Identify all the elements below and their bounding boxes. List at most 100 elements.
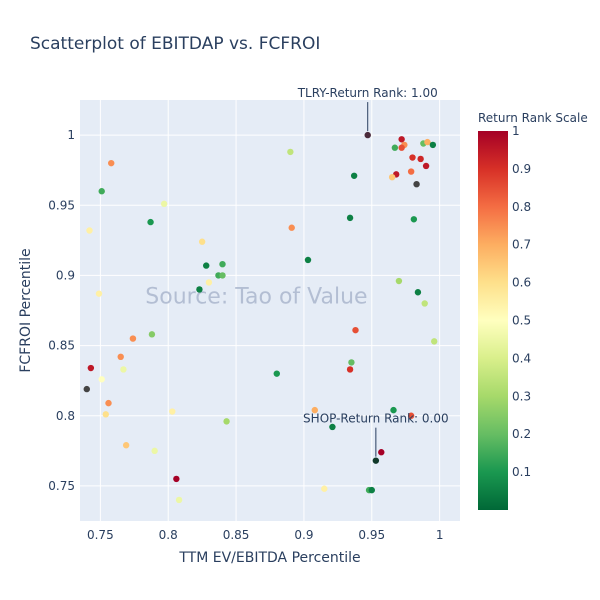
scatter-point[interactable]: [429, 141, 437, 149]
y-tick-label: 0.9: [56, 268, 75, 282]
colorbar-tick-label: 0.1: [512, 465, 531, 479]
scatter-point[interactable]: [273, 370, 280, 377]
y-tick-label: 1: [67, 128, 75, 142]
scatter-point[interactable]: [348, 359, 355, 366]
x-tick-label: 0.9: [294, 528, 313, 542]
scatter-point[interactable]: [287, 148, 294, 156]
scatter-point[interactable]: [219, 272, 226, 279]
colorbar-tick-label: 0.5: [512, 314, 531, 328]
scatter-point[interactable]: [102, 411, 109, 418]
scatter-point[interactable]: [196, 286, 203, 293]
scatter-point[interactable]: [108, 159, 115, 167]
scatter-point[interactable]: [414, 289, 422, 296]
scatter-point[interactable]: [205, 279, 213, 286]
scatter-point[interactable]: [122, 442, 130, 449]
scatter-point[interactable]: [203, 262, 210, 269]
scatter-point[interactable]: [395, 277, 403, 285]
scatter-point[interactable]: [105, 399, 112, 407]
scatter-point[interactable]: [424, 138, 431, 146]
scatter-point[interactable]: [352, 326, 359, 334]
scatter-point[interactable]: [148, 331, 156, 338]
scatter-point[interactable]: [83, 385, 90, 393]
y-tick-label: 0.8: [56, 409, 75, 423]
scatter-point[interactable]: [409, 154, 416, 161]
x-tick-label: 1: [436, 528, 444, 542]
y-tick-labels: 0.75 0.8 0.85 0.9 0.95 1: [48, 128, 75, 493]
scatter-point[interactable]: [346, 214, 354, 222]
grid-lines: [80, 100, 460, 521]
scatter-point[interactable]: [129, 335, 137, 342]
scatter-point[interactable]: [421, 300, 428, 307]
x-tick-label: 0.75: [87, 528, 114, 542]
scatter-point[interactable]: [87, 364, 95, 372]
scatter-point[interactable]: [288, 224, 295, 231]
scatter-point[interactable]: [417, 155, 424, 163]
scatter-point[interactable]: [98, 188, 105, 195]
scatter-point[interactable]: [95, 290, 103, 297]
x-tick-labels: 0.75 0.8 0.85 0.9 0.95 1: [87, 528, 443, 542]
scatter-point[interactable]: [407, 412, 415, 419]
x-axis-title: TTM EV/EBITDA Percentile: [178, 550, 360, 566]
scatter-point[interactable]: [398, 136, 405, 143]
scatter-point[interactable]: [321, 485, 328, 492]
colorbar-tick-labels: 0.1 0.2 0.3 0.4 0.5 0.6 0.7 0.8 0.9 1: [512, 124, 531, 479]
y-axis-title: FCFROI Percentile: [18, 248, 34, 372]
scatter-point[interactable]: [329, 423, 336, 431]
chart-title: Scatterplot of EBITDAP vs. FCFROI: [30, 34, 321, 54]
scatter-point[interactable]: [219, 260, 226, 268]
scatter-point[interactable]: [169, 408, 176, 415]
scatter-point[interactable]: [413, 181, 420, 188]
scatter-point[interactable]: [390, 406, 397, 414]
colorbar-tick-label: 0.7: [512, 238, 531, 252]
scatter-point[interactable]: [86, 227, 93, 234]
y-tick-label: 0.75: [48, 479, 75, 493]
scatter-point[interactable]: [175, 496, 183, 504]
colorbar-tick-label: 0.2: [512, 427, 531, 441]
scatter-point[interactable]: [304, 256, 312, 264]
scatter-point[interactable]: [378, 449, 385, 456]
scatter-point[interactable]: [346, 366, 354, 373]
scatter-point[interactable]: [398, 144, 405, 151]
annotations: TLRY-Return Rank: 1.00 SHOP-Return Rank: …: [297, 86, 449, 457]
colorbar-tick-label: 0.9: [512, 162, 531, 176]
x-tick-label: 0.85: [223, 528, 250, 542]
scatter-point[interactable]: [151, 447, 158, 455]
scatter-point[interactable]: [410, 216, 418, 223]
scatter-point[interactable]: [198, 238, 206, 245]
scatter-point[interactable]: [368, 486, 375, 494]
scatter-point[interactable]: [407, 168, 415, 175]
colorbar-tick-label: 1: [512, 124, 520, 138]
scatter-point[interactable]: [350, 172, 358, 179]
annotation-label: TLRY-Return Rank: 1.00: [297, 86, 438, 100]
scatter-point[interactable]: [431, 338, 438, 345]
x-tick-label: 0.95: [358, 528, 385, 542]
data-points: [83, 131, 438, 504]
colorbar-tick-label: 0.8: [512, 200, 531, 214]
y-tick-label: 0.85: [48, 339, 75, 353]
scatter-point[interactable]: [422, 162, 430, 170]
scatter-point[interactable]: [388, 173, 396, 181]
scatter-point[interactable]: [372, 457, 380, 464]
watermark-text: Source: Tao of Value: [145, 284, 367, 309]
scatter-point[interactable]: [173, 475, 180, 483]
scatter-point[interactable]: [311, 406, 318, 414]
scatter-point[interactable]: [223, 418, 230, 425]
x-tick-label: 0.8: [159, 528, 178, 542]
scatter-point[interactable]: [160, 200, 168, 208]
colorbar-tick-label: 0.3: [512, 389, 531, 403]
plot-background: [80, 100, 460, 521]
colorbar-title: Return Rank Scale: [478, 111, 588, 125]
scatter-point[interactable]: [391, 144, 399, 151]
scatter-point[interactable]: [117, 353, 124, 361]
scatter-point[interactable]: [147, 218, 154, 226]
scatter-point[interactable]: [120, 366, 127, 373]
colorbar-tick-label: 0.4: [512, 351, 531, 365]
colorbar-tick-label: 0.6: [512, 276, 531, 290]
y-tick-label: 0.95: [48, 198, 75, 212]
scatter-point[interactable]: [364, 131, 371, 139]
annotation-label: SHOP-Return Rank: 0.00: [303, 412, 449, 426]
scatter-point[interactable]: [98, 376, 105, 383]
colorbar: [478, 131, 508, 510]
